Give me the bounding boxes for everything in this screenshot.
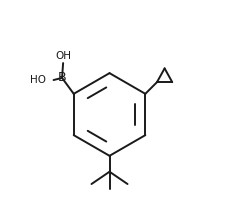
Text: HO: HO xyxy=(30,75,46,85)
Text: OH: OH xyxy=(55,51,71,61)
Text: B: B xyxy=(58,71,66,84)
